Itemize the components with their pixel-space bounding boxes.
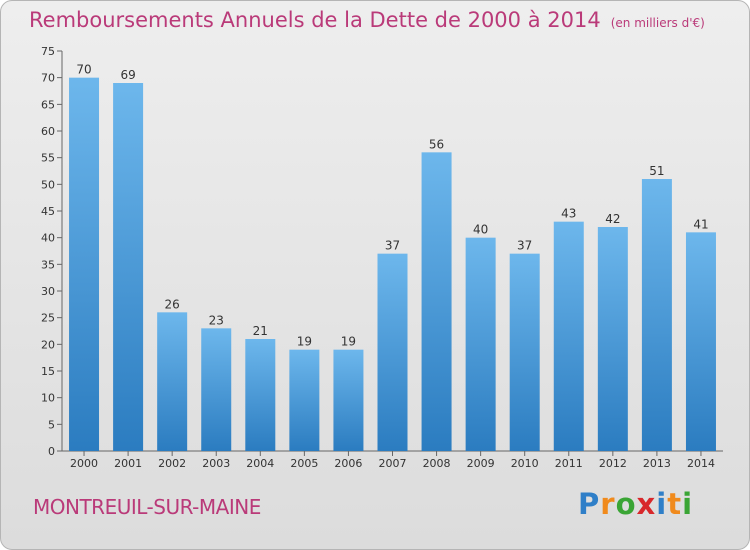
bar-2005	[289, 349, 320, 451]
data-label: 56	[429, 137, 444, 151]
y-tick-label: 55	[41, 152, 55, 165]
bar-2009	[465, 237, 496, 451]
x-tick-label: 2013	[643, 457, 671, 470]
data-label: 69	[120, 68, 135, 82]
x-tick-label: 2006	[334, 457, 362, 470]
y-tick-label: 75	[41, 45, 55, 58]
x-tick-label: 2000	[70, 457, 98, 470]
data-label: 41	[693, 217, 708, 231]
y-tick-label: 65	[41, 98, 55, 111]
bar-2013	[641, 179, 672, 451]
logo-letter: x	[636, 487, 657, 521]
x-tick-label: 2004	[246, 457, 274, 470]
x-tick-label: 2010	[511, 457, 539, 470]
proxiti-logo: Proxiti	[578, 487, 693, 521]
y-tick-label: 45	[41, 205, 55, 218]
logo-letter: P	[578, 487, 601, 521]
data-label: 42	[605, 212, 620, 226]
bar-2008	[421, 152, 452, 452]
bar-2010	[509, 253, 540, 451]
x-tick-label: 2005	[290, 457, 318, 470]
logo-letter: t	[667, 487, 683, 521]
y-tick-label: 30	[41, 285, 55, 298]
x-tick-label: 2002	[158, 457, 186, 470]
data-label: 51	[649, 164, 664, 178]
x-tick-label: 2008	[423, 457, 451, 470]
x-tick-label: 2014	[687, 457, 715, 470]
y-tick-label: 10	[41, 392, 55, 405]
x-tick-label: 2011	[555, 457, 583, 470]
data-label: 37	[385, 239, 400, 253]
bar-2003	[201, 328, 232, 451]
data-label: 37	[517, 239, 532, 253]
y-tick-label: 35	[41, 258, 55, 271]
data-label: 19	[341, 335, 356, 349]
y-tick-label: 15	[41, 365, 55, 378]
y-tick-label: 0	[48, 445, 55, 458]
y-tick-label: 70	[41, 72, 55, 85]
logo-letter: r	[600, 487, 616, 521]
commune-name: MONTREUIL-SUR-MAINE	[33, 495, 261, 519]
chart-unit: (en milliers d'€)	[610, 16, 705, 30]
bar-2012	[597, 227, 628, 451]
y-tick-label: 5	[48, 418, 55, 431]
y-tick-label: 40	[41, 232, 55, 245]
x-tick-label: 2003	[202, 457, 230, 470]
x-tick-label: 2001	[114, 457, 142, 470]
chart-axes: 0 5 10 15 20 25 30 35 40 45 50 55 60 65 70 75 2000 2001 20…	[41, 45, 723, 470]
bar-2004	[245, 339, 276, 451]
data-label: 23	[209, 313, 224, 327]
data-label: 26	[165, 297, 180, 311]
data-label: 21	[253, 324, 268, 338]
x-tick-label: 2007	[379, 457, 407, 470]
y-tick-label: 60	[41, 125, 55, 138]
bar-2014	[685, 232, 716, 451]
logo-letter: o	[615, 487, 637, 521]
y-tick-label: 20	[41, 338, 55, 351]
bar-2007	[377, 253, 408, 451]
y-tick-label: 25	[41, 312, 55, 325]
chart-title: Remboursements Annuels de la Dette de 20…	[29, 8, 705, 32]
chart-title-text: Remboursements Annuels de la Dette de 20…	[29, 8, 601, 32]
x-tick-label: 2012	[599, 457, 627, 470]
data-label: 19	[297, 335, 312, 349]
chart-bars: 70 69 26 23 21 19 19 37 56 40 37 43 42 51 41	[69, 63, 716, 452]
bar-2002	[157, 312, 188, 451]
bar-2006	[333, 349, 364, 451]
logo-letter: i	[682, 487, 694, 521]
x-tick-label: 2009	[467, 457, 495, 470]
data-label: 40	[473, 223, 488, 237]
bar-2001	[113, 83, 144, 451]
bar-2000	[69, 77, 100, 452]
data-label: 43	[561, 207, 576, 221]
bar-2011	[553, 221, 584, 451]
logo-letter: i	[656, 487, 668, 521]
y-tick-label: 50	[41, 178, 55, 191]
data-label: 70	[76, 63, 91, 77]
